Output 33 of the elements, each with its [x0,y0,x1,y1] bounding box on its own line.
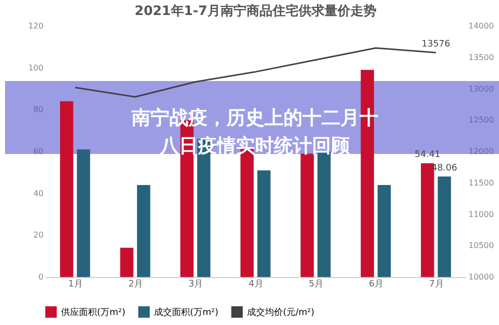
bar [300,154,314,277]
bar [137,184,150,277]
legend-label: 供应面积(万m²) [61,307,126,318]
y2-tick-label: 11000 [468,210,494,219]
chart-title: 2021年1-7月南宁商品住宅供求量价走势 [134,3,376,19]
bar [378,184,391,277]
legend-label: 成交均价(元/m²) [247,307,314,318]
legend-label: 成交面积(万m²) [154,307,218,318]
data-label: 54.41 [414,150,440,160]
y2-tick-label: 13500 [468,52,494,62]
x-tick-label: 4月 [248,280,264,290]
y-tick-label: 0 [38,272,44,282]
bar [76,149,90,277]
bar [120,248,134,277]
bar [438,176,451,277]
x-tick-label: 3月 [188,280,204,290]
y2-tick-label: 10500 [468,241,494,250]
y2-tick-label: 10000 [468,272,494,282]
y-tick-label: 40 [33,188,44,198]
x-tick-label: 1月 [68,280,83,290]
x-tick-label: 5月 [308,280,324,290]
line-series [74,47,437,98]
y-tick-label: 120 [28,22,44,30]
data-label: 13576 [422,40,451,50]
x-tick-label: 2月 [128,280,144,290]
y-tick-label: 100 [28,63,44,72]
y2-tick-label: 14000 [468,22,494,30]
x-tick-label: 6月 [368,280,384,290]
bar [257,170,271,277]
x-tick-label: 7月 [429,280,444,290]
bar [60,101,74,277]
y-tick-label: 20 [33,230,44,240]
y2-tick-label: 11500 [468,178,494,188]
